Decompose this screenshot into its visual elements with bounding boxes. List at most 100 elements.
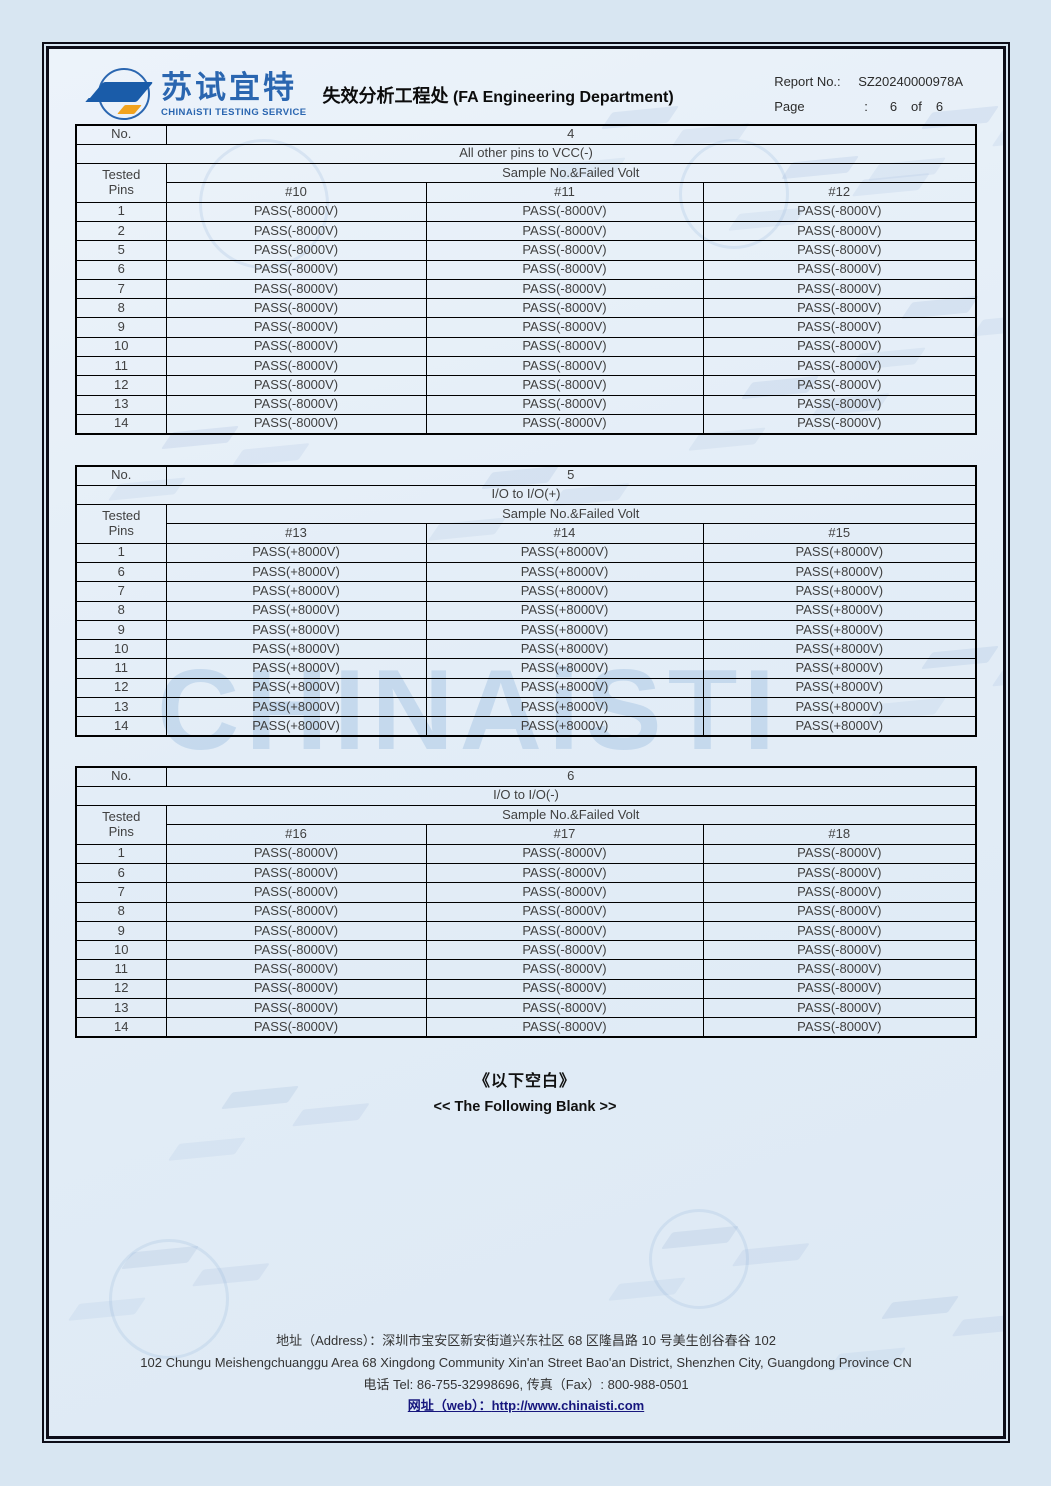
sample-column-cell: #18 [702, 824, 977, 845]
result-cell: PASS(-8000V) [425, 356, 704, 377]
result-cell: PASS(-8000V) [425, 940, 704, 961]
result-cell: PASS(-8000V) [702, 1017, 977, 1038]
pin-cell: 8 [75, 901, 167, 922]
result-cell: PASS(-8000V) [425, 240, 704, 261]
result-cell: PASS(-8000V) [702, 920, 977, 942]
result-cell: PASS(-8000V) [425, 843, 704, 864]
page-colon: : [864, 99, 868, 114]
department-title: 失效分析工程处 (FA Engineering Department) [322, 82, 673, 108]
result-cell: PASS(-8000V) [425, 317, 704, 338]
document-page: CHINAiSTI 苏试宜特 [46, 46, 1006, 1439]
sample-header-row: Tested Pins Sample No.&Failed Volt [75, 805, 977, 845]
pin-cell: 10 [75, 336, 167, 358]
result-cell: PASS(+8000V) [425, 677, 704, 699]
table-row: 1 PASS(-8000V) PASS(-8000V) PASS(-8000V) [75, 843, 977, 864]
tested-pins-header-cell: Tested Pins [75, 163, 167, 203]
result-cell: PASS(-8000V) [165, 978, 427, 1000]
result-cell: PASS(+8000V) [702, 658, 977, 679]
result-cell: PASS(-8000V) [165, 375, 427, 396]
result-cell: PASS(-8000V) [702, 862, 977, 884]
table-row: 11 PASS(-8000V) PASS(-8000V) PASS(-8000V) [75, 356, 977, 377]
circle-watermark-motif [109, 1239, 229, 1359]
test-results-table: No. 5 I/O to I/O(+) Tested Pins Sample N… [75, 465, 978, 738]
logo-text-block: 苏试宜特 CHINAiSTI TESTING SERVICE [161, 72, 306, 118]
pin-cell: 1 [75, 542, 167, 563]
result-cell: PASS(-8000V) [702, 356, 977, 377]
footer-web-link[interactable]: http://www.chinaisti.com [491, 1398, 645, 1414]
result-cell: PASS(-8000V) [425, 375, 704, 396]
no-label-cell: No. [75, 465, 167, 486]
tested-pins-header-cell: Tested Pins [75, 805, 167, 845]
sample-column-cell: #17 [425, 824, 704, 845]
sample-columns-row: #13 #14 #15 [76, 523, 977, 544]
report-info: Report No.: SZ20240000978A Page : 6 of 6 [774, 70, 963, 119]
table-row: 11 PASS(-8000V) PASS(-8000V) PASS(-8000V) [75, 959, 977, 980]
sample-column-cell: #11 [425, 182, 704, 203]
condition-row: I/O to I/O(-) [75, 785, 977, 807]
table-row: 9 PASS(-8000V) PASS(-8000V) PASS(-8000V) [75, 317, 977, 338]
pin-cell: 13 [75, 998, 167, 1019]
pin-cell: 11 [75, 959, 167, 980]
test-results-table: No. 4 All other pins to VCC(-) Tested Pi… [75, 124, 978, 435]
result-cell: PASS(-8000V) [165, 298, 427, 319]
result-cell: PASS(+8000V) [425, 639, 704, 660]
page-label: Page [774, 99, 805, 114]
table-no-row: No. 4 [75, 124, 977, 145]
result-cell: PASS(-8000V) [425, 998, 704, 1019]
table-row: 11 PASS(+8000V) PASS(+8000V) PASS(+8000V) [75, 658, 977, 679]
result-cell: PASS(-8000V) [165, 1017, 427, 1038]
pin-cell: 1 [75, 843, 167, 864]
document-frame: CHINAiSTI 苏试宜特 [42, 42, 1010, 1443]
pin-cell: 6 [75, 862, 167, 884]
result-cell: PASS(-8000V) [702, 298, 977, 319]
table-row: 7 PASS(-8000V) PASS(-8000V) PASS(-8000V) [75, 882, 977, 903]
sample-column-cell: #12 [702, 182, 977, 203]
pin-cell: 13 [75, 697, 167, 718]
result-cell: PASS(-8000V) [165, 259, 427, 280]
pin-cell: 9 [75, 317, 167, 338]
pin-cell: 11 [75, 658, 167, 679]
result-cell: PASS(+8000V) [425, 542, 704, 563]
result-cell: PASS(+8000V) [165, 677, 427, 699]
table-row: 9 PASS(+8000V) PASS(+8000V) PASS(+8000V) [75, 619, 977, 641]
result-cell: PASS(-8000V) [425, 259, 704, 280]
pin-cell: 12 [75, 978, 167, 1000]
result-cell: PASS(-8000V) [425, 413, 704, 435]
result-cell: PASS(-8000V) [425, 1017, 704, 1038]
result-cell: PASS(-8000V) [165, 843, 427, 864]
no-value-cell: 4 [165, 124, 977, 145]
result-cell: PASS(-8000V) [425, 862, 704, 884]
result-cell: PASS(-8000V) [165, 413, 427, 435]
result-cell: PASS(-8000V) [702, 394, 977, 415]
pin-cell: 13 [75, 394, 167, 415]
result-cell: PASS(-8000V) [165, 220, 427, 242]
logo-name-en: CHINAiSTI TESTING SERVICE [161, 106, 307, 118]
pin-cell: 7 [75, 882, 167, 903]
condition-cell: All other pins to VCC(-) [75, 143, 977, 165]
sample-column-cell: #14 [425, 523, 704, 544]
pin-cell: 12 [75, 375, 167, 396]
result-cell: PASS(+8000V) [702, 581, 977, 602]
result-cell: PASS(-8000V) [165, 394, 427, 415]
table-row: 10 PASS(-8000V) PASS(-8000V) PASS(-8000V) [75, 336, 977, 358]
table-row: 14 PASS(-8000V) PASS(-8000V) PASS(-8000V) [75, 1017, 977, 1038]
logo-name-cn: 苏试宜特 [161, 70, 297, 106]
sample-column-cell: #13 [165, 523, 427, 544]
no-label-cell: No. [75, 766, 167, 787]
result-cell: PASS(-8000V) [702, 336, 977, 358]
blank-note-cn: 《以下空白》 [473, 1073, 576, 1090]
result-cell: PASS(+8000V) [702, 600, 977, 621]
pin-cell: 9 [75, 920, 167, 942]
page-of-label: of [911, 99, 922, 114]
result-cell: PASS(-8000V) [165, 317, 427, 338]
sample-header-cell: Sample No.&Failed Volt [165, 805, 977, 826]
condition-cell: I/O to I/O(+) [75, 484, 977, 506]
result-cell: PASS(-8000V) [165, 356, 427, 377]
table-row: 10 PASS(-8000V) PASS(-8000V) PASS(-8000V) [75, 940, 977, 961]
report-footer: 地址（Address）：深圳市宝安区新安街道兴东社区 68 区隆昌路 10 号美… [49, 1330, 1003, 1417]
result-cell: PASS(+8000V) [702, 619, 977, 641]
pin-cell: 8 [75, 600, 167, 621]
result-cell: PASS(+8000V) [702, 697, 977, 718]
pin-cell: 14 [75, 413, 167, 435]
